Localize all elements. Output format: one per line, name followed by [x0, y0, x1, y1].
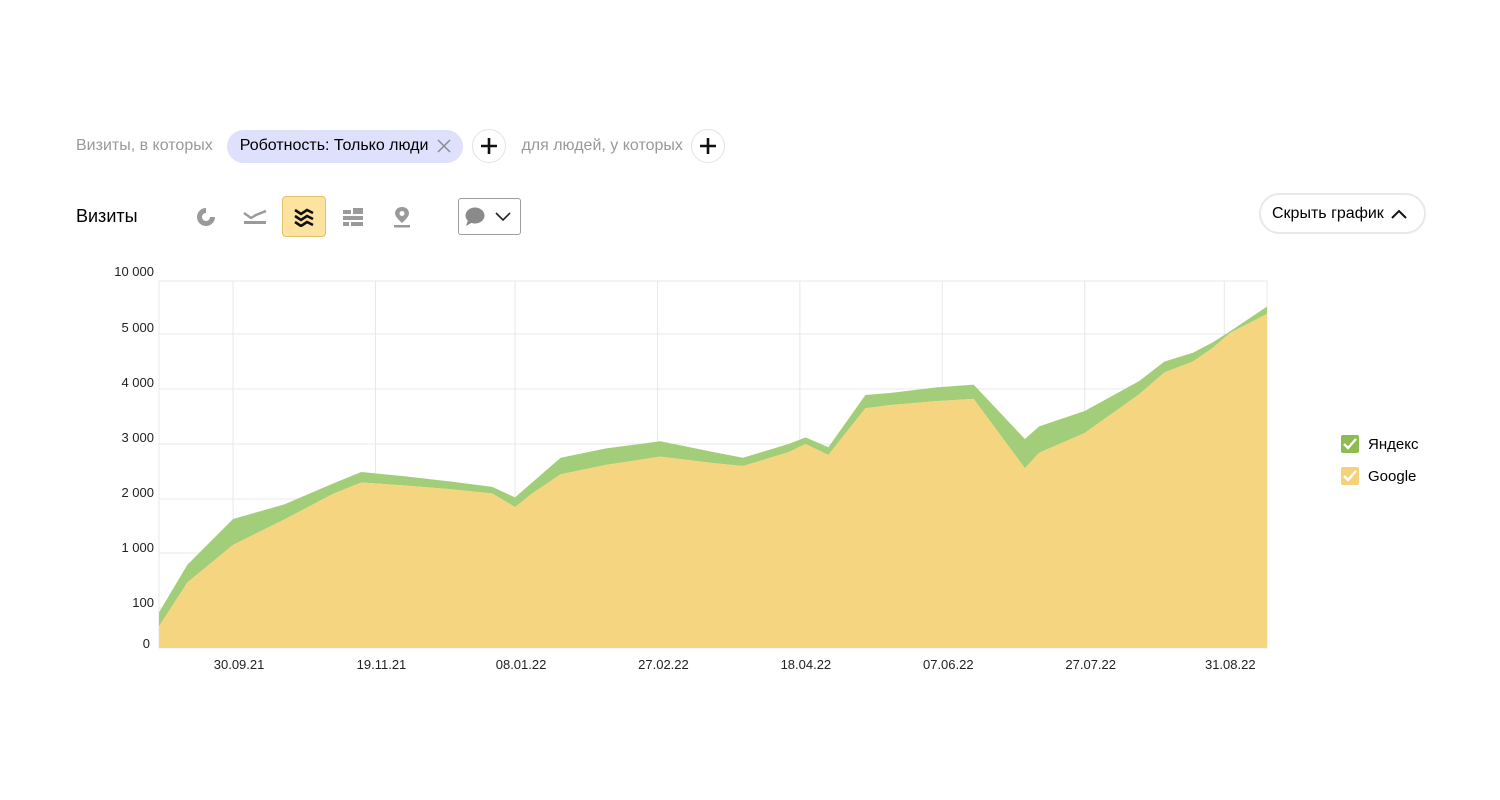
annotations-dropdown[interactable]	[458, 198, 521, 235]
y-tick-label: 5 000	[121, 320, 154, 335]
pie-chart-icon	[197, 207, 215, 226]
stacked-area-icon	[294, 207, 314, 227]
bar-chart-icon	[343, 207, 363, 226]
y-tick-label: 2 000	[121, 485, 154, 500]
chevron-down-icon	[495, 211, 511, 221]
stacked-area-button[interactable]	[282, 196, 326, 237]
filter-bar: Визиты, в которых Роботность: Только люд…	[76, 128, 725, 164]
robot-filter-chip[interactable]: Роботность: Только люди	[226, 129, 464, 163]
x-axis-labels: 30.09.21 19.11.21 08.01.22 27.02.22 18.04.22…	[214, 657, 1256, 672]
y-tick-label: 1 000	[121, 540, 154, 555]
visits-filter-label: Визиты, в которых	[76, 137, 213, 154]
x-tick-label: 30.09.21	[214, 657, 265, 672]
series-area-google	[159, 313, 1267, 648]
legend-item-yandex[interactable]: Яндекс	[1341, 434, 1418, 454]
legend-label-yandex: Яндекс	[1368, 435, 1419, 453]
x-tick-label: 18.04.22	[781, 657, 832, 672]
close-icon[interactable]	[436, 138, 452, 154]
x-tick-label: 07.06.22	[923, 657, 974, 672]
y-axis-labels: 0 100 1 000 2 000 3 000 4 000 5 000 10 000	[114, 264, 154, 651]
chart-title: Визиты	[76, 206, 138, 226]
plus-icon	[699, 138, 716, 154]
map-button[interactable]	[380, 196, 424, 237]
x-tick-label: 31.08.22	[1205, 657, 1256, 672]
speech-bubble-icon	[465, 207, 485, 226]
line-chart-icon	[243, 209, 267, 224]
y-tick-label: 100	[132, 595, 154, 610]
x-tick-label: 27.02.22	[638, 657, 689, 672]
y-tick-label: 10 000	[114, 264, 154, 279]
chart-legend: Яндекс Google	[1341, 434, 1418, 498]
checkbox-icon[interactable]	[1341, 435, 1359, 453]
chart-areas	[159, 306, 1267, 648]
add-people-filter-button[interactable]	[690, 129, 725, 163]
chart-toolbar: Визиты	[76, 196, 521, 237]
x-tick-label: 19.11.21	[357, 657, 407, 672]
people-filter-label: для людей, у которых	[521, 137, 683, 154]
hide-chart-label: Скрыть график	[1272, 204, 1384, 222]
pie-chart-button[interactable]	[184, 196, 228, 237]
robot-filter-label: Роботность: Только люди	[239, 137, 429, 154]
chevron-up-icon	[1391, 209, 1407, 219]
legend-item-google[interactable]: Google	[1341, 466, 1418, 486]
checkbox-icon[interactable]	[1341, 467, 1359, 485]
add-visit-filter-button[interactable]	[472, 129, 507, 163]
map-pin-icon	[394, 206, 410, 227]
y-tick-label: 3 000	[121, 430, 154, 445]
x-tick-label: 27.07.22	[1065, 657, 1116, 672]
hide-chart-button[interactable]: Скрыть график	[1259, 193, 1426, 234]
y-tick-label: 0	[143, 636, 150, 651]
bar-chart-button[interactable]	[331, 196, 375, 237]
y-tick-label: 4 000	[121, 375, 154, 390]
plus-icon	[481, 138, 498, 154]
x-tick-label: 08.01.22	[496, 657, 547, 672]
legend-label-google: Google	[1368, 467, 1417, 485]
line-chart-button[interactable]	[233, 196, 277, 237]
